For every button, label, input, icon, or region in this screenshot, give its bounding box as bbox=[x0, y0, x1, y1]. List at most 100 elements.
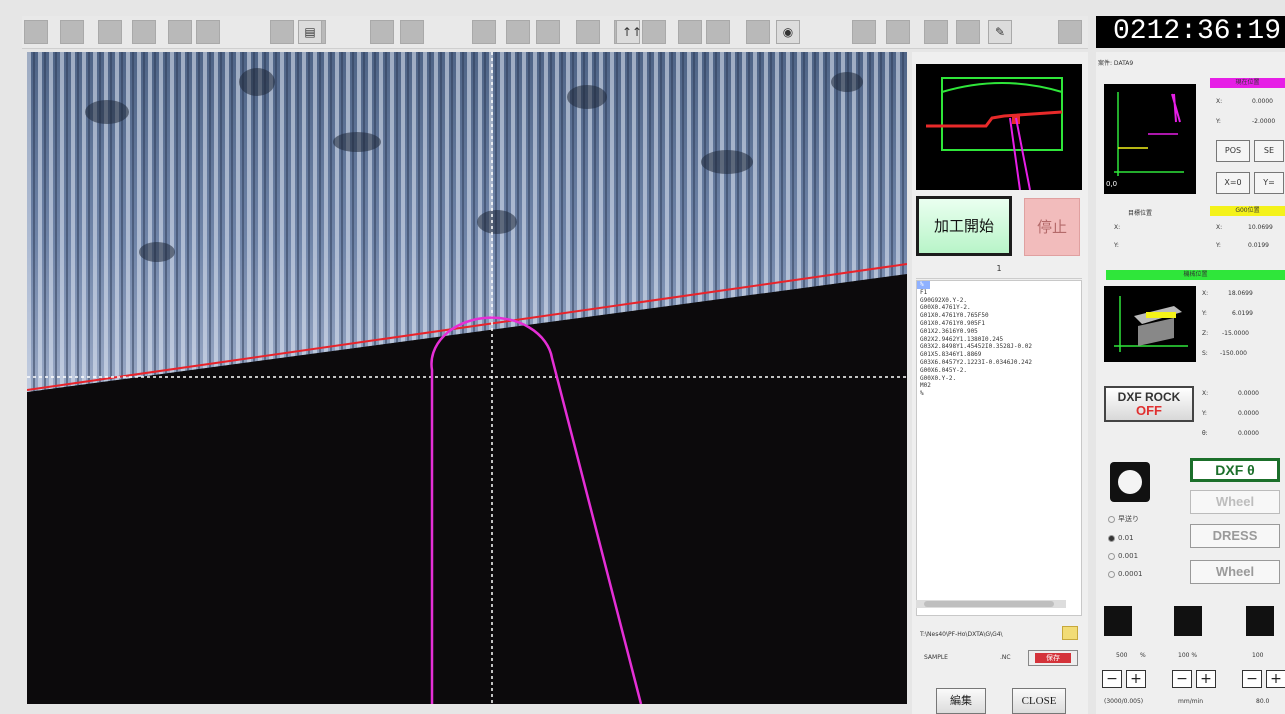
toolbar-button[interactable] bbox=[270, 20, 294, 44]
current-x-value: 0.0000 bbox=[1252, 98, 1273, 105]
y-zero-button[interactable]: Y= bbox=[1254, 172, 1284, 194]
machine-position-header: 機械位置 bbox=[1106, 270, 1285, 280]
toolbar-button[interactable] bbox=[956, 20, 980, 44]
feed-3-value: 100 bbox=[1252, 652, 1264, 659]
code-line[interactable]: % bbox=[917, 281, 930, 289]
toolbar-button[interactable] bbox=[472, 20, 496, 44]
toolbar-camera-icon[interactable]: ◉ bbox=[776, 20, 800, 44]
code-line[interactable]: G90G92X0.Y-2. bbox=[920, 296, 967, 304]
close-button[interactable]: CLOSE bbox=[1012, 688, 1066, 714]
toolbar-button[interactable] bbox=[60, 20, 84, 44]
edge-line bbox=[27, 263, 907, 391]
feed-3-range: 80.0 bbox=[1256, 698, 1270, 705]
svg-text:0,0: 0,0 bbox=[1106, 180, 1117, 188]
machine-x-value: 18.0699 bbox=[1228, 290, 1253, 297]
camera-view[interactable] bbox=[27, 52, 907, 704]
step-rapid-label: 早送り bbox=[1118, 515, 1139, 523]
feed-2-plus-button[interactable]: + bbox=[1196, 670, 1216, 688]
wheel-button-top[interactable]: Wheel bbox=[1190, 490, 1280, 514]
code-line[interactable]: G00X0.Y-2. bbox=[920, 374, 957, 382]
toolbar-button[interactable] bbox=[706, 20, 730, 44]
step-001-radio[interactable]: 0.01 bbox=[1108, 534, 1134, 542]
g00-header: G00位置 bbox=[1210, 206, 1285, 216]
code-line[interactable]: % bbox=[920, 390, 924, 398]
step-001-label: 0.01 bbox=[1118, 534, 1134, 542]
program-panel: 加工開始 停止 1 % F1 G90G92X0.Y-2. G00X0.4761Y-2.… bbox=[912, 52, 1088, 714]
g00-x-value: 10.0699 bbox=[1248, 224, 1273, 231]
code-horizontal-scrollbar[interactable] bbox=[916, 600, 1066, 608]
code-line[interactable]: G00X6.045Y-2. bbox=[920, 366, 967, 374]
feed-1-plus-button[interactable]: + bbox=[1126, 670, 1146, 688]
dress-button[interactable]: DRESS bbox=[1190, 524, 1280, 548]
code-line[interactable]: G01X0.4761Y0.765F50 bbox=[920, 312, 989, 320]
toolbar-folder-icon[interactable]: ▤ bbox=[298, 20, 322, 44]
feed-1-unit: % bbox=[1140, 652, 1146, 659]
toolbar-button[interactable] bbox=[196, 20, 220, 44]
code-line[interactable]: F1 bbox=[920, 288, 928, 296]
file-path-field[interactable]: T:\Nes40\PF-Ho\DXTA\G\G4\ bbox=[920, 631, 1003, 638]
code-line-number: 1 bbox=[916, 264, 1082, 279]
code-line[interactable]: G01X5.8346Y1.8869 bbox=[920, 351, 982, 359]
toolbar-brush-icon[interactable]: ✎ bbox=[988, 20, 1012, 44]
toolbar-button[interactable] bbox=[132, 20, 156, 44]
toolbar-button[interactable] bbox=[746, 20, 770, 44]
folder-icon[interactable] bbox=[1062, 626, 1078, 640]
feed-3-minus-button[interactable]: − bbox=[1242, 670, 1262, 688]
toolbar-tool-pair-icon[interactable]: ↑↑ bbox=[616, 20, 643, 44]
toolbar-button[interactable] bbox=[168, 20, 192, 44]
code-line[interactable]: G01X2.3616Y0.905 bbox=[920, 327, 978, 335]
x-zero-button[interactable]: X=0 bbox=[1216, 172, 1250, 194]
start-machining-button[interactable]: 加工開始 bbox=[916, 196, 1012, 256]
machine-view bbox=[1104, 286, 1196, 362]
machine-s-value: -150.000 bbox=[1220, 350, 1247, 357]
dxf-x-value: 0.0000 bbox=[1238, 390, 1259, 397]
jog-dial-icon[interactable] bbox=[1110, 462, 1150, 502]
code-line[interactable]: G00X0.4761Y-2. bbox=[920, 304, 971, 312]
tool-pair-icon: ↑↑ bbox=[622, 25, 643, 39]
feed-3-plus-button[interactable]: + bbox=[1266, 670, 1285, 688]
file-label: 案件: DATA9 bbox=[1098, 60, 1134, 67]
toolbar-button[interactable] bbox=[852, 20, 876, 44]
feed-2-minus-button[interactable]: − bbox=[1172, 670, 1192, 688]
toolbar-button[interactable] bbox=[24, 20, 48, 44]
feed-rate-icon bbox=[1104, 606, 1132, 636]
step-0001-radio[interactable]: 0.001 bbox=[1108, 552, 1138, 560]
toolbar-button[interactable] bbox=[506, 20, 530, 44]
file-name-field[interactable]: SAMPLE bbox=[924, 654, 948, 661]
code-line[interactable]: G03X2.8498Y1.45452I0.3528J-0.02 bbox=[920, 343, 1032, 351]
dxf-rock-toggle[interactable]: DXF ROCK OFF bbox=[1104, 386, 1194, 422]
dxf-theta-value: 0.0000 bbox=[1238, 430, 1259, 437]
stop-button[interactable]: 停止 bbox=[1024, 198, 1080, 256]
edit-button[interactable]: 編集 bbox=[936, 688, 986, 714]
code-line[interactable]: G03X6.0457Y2.1223I-0.0346J0.242 bbox=[920, 358, 1032, 366]
toolbar-button[interactable] bbox=[400, 20, 424, 44]
code-line[interactable]: G01X0.4761Y0.905F1 bbox=[920, 319, 986, 327]
step-00001-radio[interactable]: 0.0001 bbox=[1108, 570, 1143, 578]
dxf-y-value: 0.0000 bbox=[1238, 410, 1259, 417]
toolbar-button[interactable] bbox=[678, 20, 702, 44]
pos-button[interactable]: POS bbox=[1216, 140, 1250, 162]
toolbar-button[interactable] bbox=[886, 20, 910, 44]
toolbar-button[interactable] bbox=[370, 20, 394, 44]
save-button[interactable]: 保存 bbox=[1028, 650, 1078, 666]
camera-image bbox=[27, 52, 907, 704]
dxf-rock-state: OFF bbox=[1136, 403, 1162, 418]
set-button[interactable]: SE bbox=[1254, 140, 1284, 162]
brush-icon: ✎ bbox=[994, 25, 1006, 39]
code-line[interactable]: G02X2.9462Y1.1380I0.245 bbox=[920, 335, 1004, 343]
wheel-button-bottom[interactable]: Wheel bbox=[1190, 560, 1280, 584]
program-preview bbox=[916, 64, 1082, 191]
toolbar-button[interactable] bbox=[576, 20, 600, 44]
toolbar-button[interactable] bbox=[98, 20, 122, 44]
dxf-theta-button[interactable]: DXF θ bbox=[1190, 458, 1280, 482]
toolbar-button[interactable] bbox=[924, 20, 948, 44]
toolbar-button[interactable] bbox=[1058, 20, 1082, 44]
nc-code-editor[interactable]: % F1 G90G92X0.Y-2. G00X0.4761Y-2. G01X0.4761… bbox=[916, 280, 1082, 616]
target-x-label: X: bbox=[1114, 224, 1121, 231]
feed-1-minus-button[interactable]: − bbox=[1102, 670, 1122, 688]
feed-2-value: 100 % bbox=[1178, 652, 1198, 659]
step-rapid-radio[interactable]: 早送り bbox=[1108, 514, 1139, 524]
code-line[interactable]: M02 bbox=[920, 382, 931, 390]
toolbar-button[interactable] bbox=[536, 20, 560, 44]
toolbar-button[interactable] bbox=[642, 20, 666, 44]
